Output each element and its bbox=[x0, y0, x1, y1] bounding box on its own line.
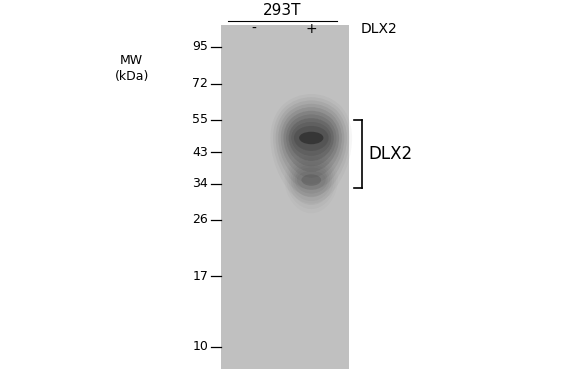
Bar bbox=[222, 25, 349, 369]
Text: 95: 95 bbox=[192, 40, 208, 53]
Text: 26: 26 bbox=[193, 213, 208, 226]
Ellipse shape bbox=[299, 132, 324, 144]
Ellipse shape bbox=[294, 168, 328, 194]
Ellipse shape bbox=[301, 174, 321, 186]
Ellipse shape bbox=[297, 171, 326, 190]
Ellipse shape bbox=[289, 159, 334, 205]
Ellipse shape bbox=[294, 126, 329, 151]
Text: 72: 72 bbox=[192, 77, 208, 90]
Ellipse shape bbox=[293, 165, 330, 197]
Text: 55: 55 bbox=[192, 113, 208, 126]
Ellipse shape bbox=[278, 104, 345, 184]
Ellipse shape bbox=[276, 101, 347, 190]
Text: -: - bbox=[251, 22, 255, 36]
Text: 43: 43 bbox=[193, 146, 208, 159]
Text: DLX2: DLX2 bbox=[368, 145, 413, 163]
Text: 10: 10 bbox=[192, 340, 208, 353]
Text: +: + bbox=[306, 22, 317, 36]
Ellipse shape bbox=[283, 111, 339, 172]
Text: 17: 17 bbox=[192, 270, 208, 283]
Ellipse shape bbox=[281, 107, 342, 178]
Ellipse shape bbox=[289, 118, 334, 161]
Ellipse shape bbox=[273, 97, 350, 197]
Text: MW
(kDa): MW (kDa) bbox=[115, 54, 149, 83]
Text: DLX2: DLX2 bbox=[360, 22, 398, 36]
Text: 34: 34 bbox=[193, 177, 208, 190]
Ellipse shape bbox=[291, 162, 332, 201]
Ellipse shape bbox=[291, 122, 331, 156]
Ellipse shape bbox=[286, 115, 336, 166]
Text: 293T: 293T bbox=[263, 3, 301, 18]
